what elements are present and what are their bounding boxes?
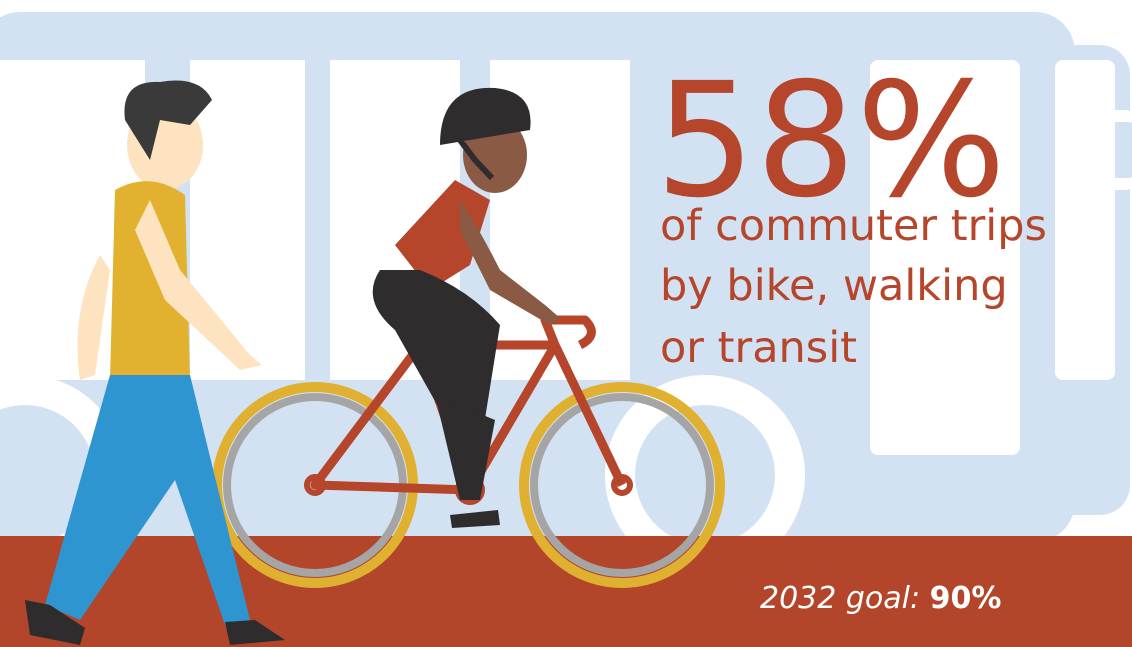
goal-label: 2032 goal:: [760, 581, 920, 616]
headline: 58%: [655, 49, 1006, 233]
goal-value: 90%: [930, 581, 1002, 616]
caption-line: by bike, walking: [660, 261, 1008, 311]
caption-line: or transit: [660, 323, 857, 373]
walker: [25, 80, 285, 645]
cyclist: [372, 87, 560, 528]
caption-line: of commuter trips: [660, 201, 1047, 251]
bicycle: [212, 315, 725, 588]
goal: 2032 goal: 90%: [760, 581, 1001, 616]
